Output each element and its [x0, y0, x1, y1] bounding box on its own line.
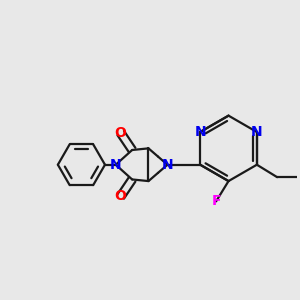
Text: O: O	[115, 190, 127, 203]
Text: F: F	[211, 194, 221, 208]
Text: O: O	[115, 126, 127, 140]
Text: N: N	[194, 125, 206, 139]
Text: N: N	[251, 125, 263, 139]
Text: N: N	[110, 158, 122, 172]
Text: N: N	[162, 158, 173, 172]
